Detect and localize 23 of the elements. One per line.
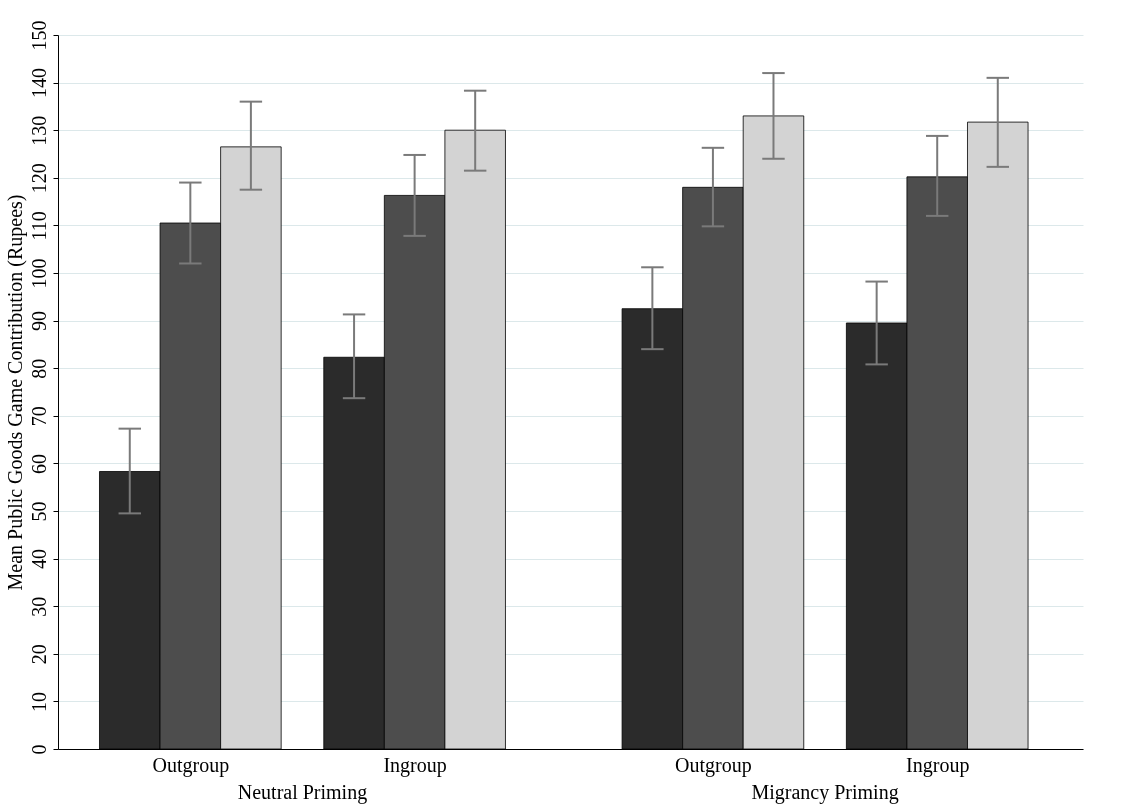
- y-tick-label: 130: [27, 115, 50, 146]
- y-tick-label: 60: [27, 453, 50, 474]
- x-tick-label: Outgroup: [152, 753, 230, 777]
- y-tick-label: 40: [27, 549, 50, 570]
- y-tick-label: 140: [27, 68, 50, 99]
- y-tick-label: 120: [27, 163, 50, 194]
- y-tick-label: 110: [27, 211, 50, 241]
- text: Neutral Priming: [237, 781, 368, 804]
- y-tick-label: 70: [27, 406, 50, 427]
- y-axis-title: Mean Public Goods Game Contribution (Rupees): [3, 194, 27, 591]
- text: Migrancy Priming: [751, 781, 899, 804]
- y-tick-label: 80: [27, 358, 50, 379]
- y-tick-label: 150: [27, 20, 50, 51]
- y-tick-label: 100: [27, 258, 50, 289]
- x-tick-label: Ingroup: [383, 753, 447, 777]
- y-tick-label: 20: [27, 644, 50, 665]
- x-tick-label: Ingroup: [906, 753, 970, 777]
- y-tick-label: 30: [27, 596, 50, 617]
- y-tick-label: 50: [27, 501, 50, 522]
- x-tick-label: Outgroup: [675, 753, 752, 777]
- y-tick-label: 90: [27, 311, 50, 332]
- y-tick-label: 10: [27, 691, 50, 712]
- y-tick-label: 0: [27, 744, 50, 755]
